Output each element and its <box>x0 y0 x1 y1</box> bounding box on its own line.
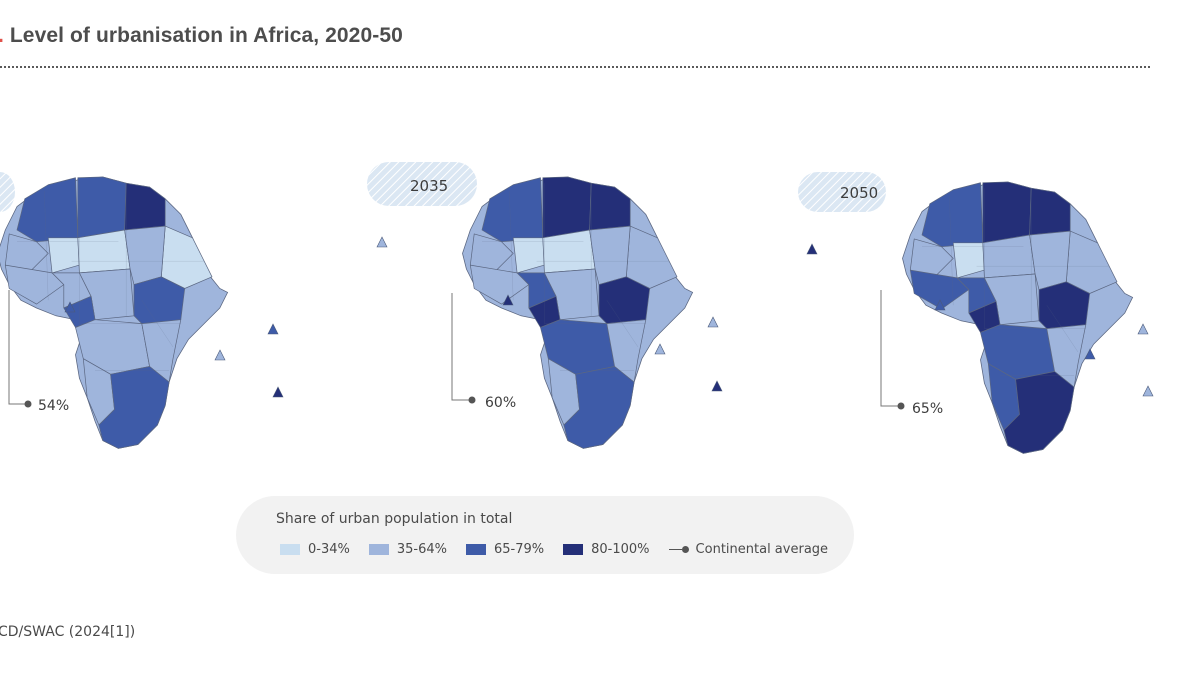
island-marker <box>1137 323 1149 335</box>
border-line <box>44 190 49 301</box>
border-line <box>141 300 174 348</box>
year-pill <box>798 172 886 212</box>
continent <box>462 176 694 449</box>
legend-items: 0-34% 35-64% 65-79% 80-100% Continental … <box>280 542 847 557</box>
title-divider <box>0 66 1150 68</box>
island-marker <box>934 299 946 311</box>
average-marker-icon <box>668 546 689 553</box>
island-marker <box>1142 385 1154 397</box>
region-north-east <box>1029 187 1071 236</box>
region-coast-west <box>4 264 65 305</box>
region-south-east <box>1046 324 1087 388</box>
source-note: CD/SWAC (2024[1]) <box>0 624 136 640</box>
island-marker <box>267 323 279 335</box>
year-label: 2050 <box>840 184 878 202</box>
region-horn <box>160 225 213 289</box>
map-2020: 54% <box>0 172 284 449</box>
island-marker <box>654 343 666 355</box>
island-marker <box>502 294 514 306</box>
continent <box>0 176 229 449</box>
border-line <box>509 190 514 301</box>
region-south <box>98 366 170 449</box>
continent <box>902 181 1134 454</box>
legend-item-35-64: 35-64% <box>368 542 447 557</box>
figure-title-text: Level of urbanisation in Africa, 2020-50 <box>3 24 403 47</box>
region-south-east <box>141 319 182 383</box>
island-marker <box>711 380 723 392</box>
region-north-west <box>16 177 79 243</box>
legend-label-35-64: 35-64% <box>396 542 447 557</box>
border-line <box>1046 305 1079 353</box>
figure-title: . Level of urbanisation in Africa, 2020-… <box>0 24 403 48</box>
region-north-centre <box>982 181 1032 244</box>
island-marker <box>272 386 284 398</box>
region-coast-west <box>469 264 530 305</box>
year-label: 2035 <box>410 177 448 195</box>
region-north-east <box>124 182 166 231</box>
legend-swatch-35-64 <box>368 544 389 555</box>
region-sahel-west <box>469 233 514 274</box>
region-horn <box>625 225 678 289</box>
year-pill <box>367 162 477 206</box>
average-leader-line <box>880 290 901 407</box>
average-value: 60% <box>485 395 516 411</box>
average-dot <box>468 396 476 404</box>
legend-item-0-34: 0-34% <box>280 542 350 557</box>
island-marker <box>707 316 719 328</box>
legend-item-65-79: 65-79% <box>466 542 544 557</box>
region-sahel-east <box>77 229 131 274</box>
region-horn <box>1065 230 1118 294</box>
map-2050: 2050 65% <box>798 172 1154 454</box>
legend-label-65-79: 65-79% <box>494 542 545 557</box>
legend-item-80-100: 80-100% <box>563 542 650 557</box>
island-marker <box>806 243 818 255</box>
island-marker <box>214 349 226 361</box>
map-2035: 2035 60% <box>367 162 723 449</box>
legend-item-average: Continental average <box>668 542 829 557</box>
legend-swatch-80-100 <box>563 544 584 555</box>
island-marker <box>1084 348 1096 360</box>
legend-label-80-100: 80-100% <box>591 542 650 557</box>
legend-swatch-0-34 <box>280 544 300 555</box>
region-north-west <box>921 182 984 248</box>
border-line <box>606 300 639 348</box>
region-north-centre <box>77 176 127 239</box>
average-value: 65% <box>912 401 943 417</box>
figure-number: . <box>0 24 4 47</box>
region-south <box>1003 371 1075 454</box>
region-sahel-east <box>542 229 596 274</box>
average-leader-line <box>8 290 28 405</box>
average-dot <box>24 400 32 408</box>
average-dot <box>897 402 905 410</box>
legend-label-0-34: 0-34% <box>308 542 350 557</box>
island-marker <box>64 301 76 313</box>
region-sahel-west <box>4 233 49 274</box>
average-leader-line <box>451 293 472 401</box>
island-marker <box>376 236 388 248</box>
legend-title: Share of urban population in total <box>276 511 513 527</box>
legend-swatch-65-79 <box>466 544 486 555</box>
region-sahel-west <box>909 238 954 279</box>
region-north-centre <box>542 176 592 239</box>
region-south-east <box>606 319 647 383</box>
region-south <box>563 366 635 449</box>
year-pill <box>0 172 15 212</box>
region-coast-west <box>909 269 970 310</box>
average-value: 54% <box>38 398 69 414</box>
border-line <box>949 195 954 306</box>
legend: Share of urban population in total 0-34%… <box>236 496 854 574</box>
region-north-west <box>481 177 544 243</box>
legend-label-average: Continental average <box>695 542 829 557</box>
region-north-east <box>589 182 631 231</box>
region-sahel-east <box>982 234 1036 279</box>
